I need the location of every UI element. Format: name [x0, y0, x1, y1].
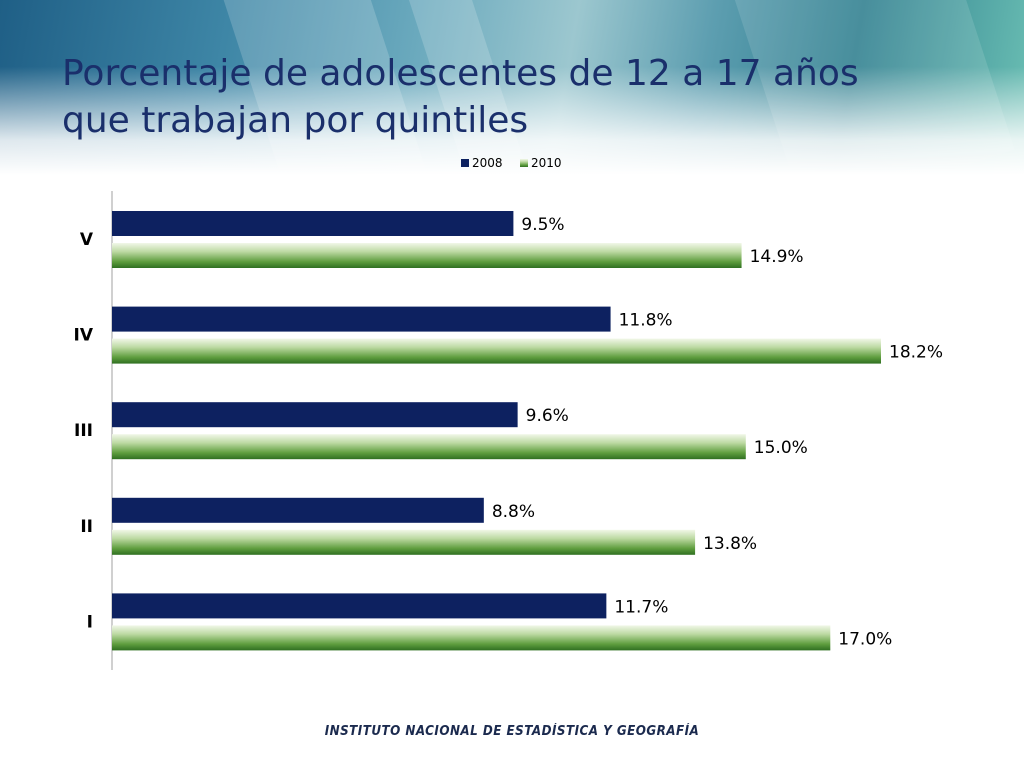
- header-background: [0, 0, 1024, 175]
- bar-2010-III: [112, 434, 746, 460]
- data-label: 9.6%: [526, 406, 569, 426]
- data-label: 14.9%: [750, 247, 804, 267]
- data-label: 15.0%: [754, 438, 808, 458]
- data-label: 9.5%: [521, 215, 564, 235]
- category-label: IV: [74, 326, 94, 346]
- legend-label-2008: 2008: [472, 156, 503, 170]
- data-label: 13.8%: [703, 534, 757, 554]
- bar-2010-I: [112, 625, 831, 651]
- data-label: 18.2%: [889, 343, 943, 363]
- bar-2010-IV: [112, 338, 881, 364]
- bar-2008-II: [112, 497, 484, 523]
- chart-legend: 2008 2010: [461, 156, 562, 170]
- data-label: 17.0%: [838, 629, 892, 649]
- plot-area: V 9.5% 14.9% IV 11.8% 18.2% III 9.6% 15.0% II 8.8%…: [74, 191, 943, 670]
- bar-2008-I: [112, 593, 607, 619]
- category-label: III: [74, 421, 93, 441]
- data-label: 8.8%: [492, 502, 535, 522]
- bar-2010-V: [112, 243, 742, 268]
- category-label: II: [80, 517, 93, 537]
- category-label: V: [80, 230, 94, 250]
- title-line-2: que trabajan por quintiles: [62, 100, 529, 141]
- title-line-1: Porcentaje de adolescentes de 12 a 17 añ…: [62, 53, 859, 94]
- bar-2008-IV: [112, 306, 611, 332]
- bar-2008-III: [112, 402, 518, 428]
- slide-title: Porcentaje de adolescentes de 12 a 17 añ…: [62, 50, 859, 144]
- data-label: 11.7%: [614, 597, 668, 617]
- bar-2010-II: [112, 529, 696, 555]
- data-label: 11.8%: [619, 311, 673, 331]
- legend-swatch-2008: [461, 159, 469, 167]
- category-label: I: [87, 612, 93, 632]
- legend-swatch-2010: [520, 159, 528, 167]
- legend-label-2010: 2010: [531, 156, 562, 170]
- bar-2008-V: [112, 211, 514, 236]
- institution-footer: INSTITUTO NACIONAL DE ESTADÍSTICA Y GEOG…: [324, 724, 700, 739]
- bar-chart: 2008 2010 V9.5%14.9%IV11.8%18.2%III9.6%15…: [74, 156, 943, 670]
